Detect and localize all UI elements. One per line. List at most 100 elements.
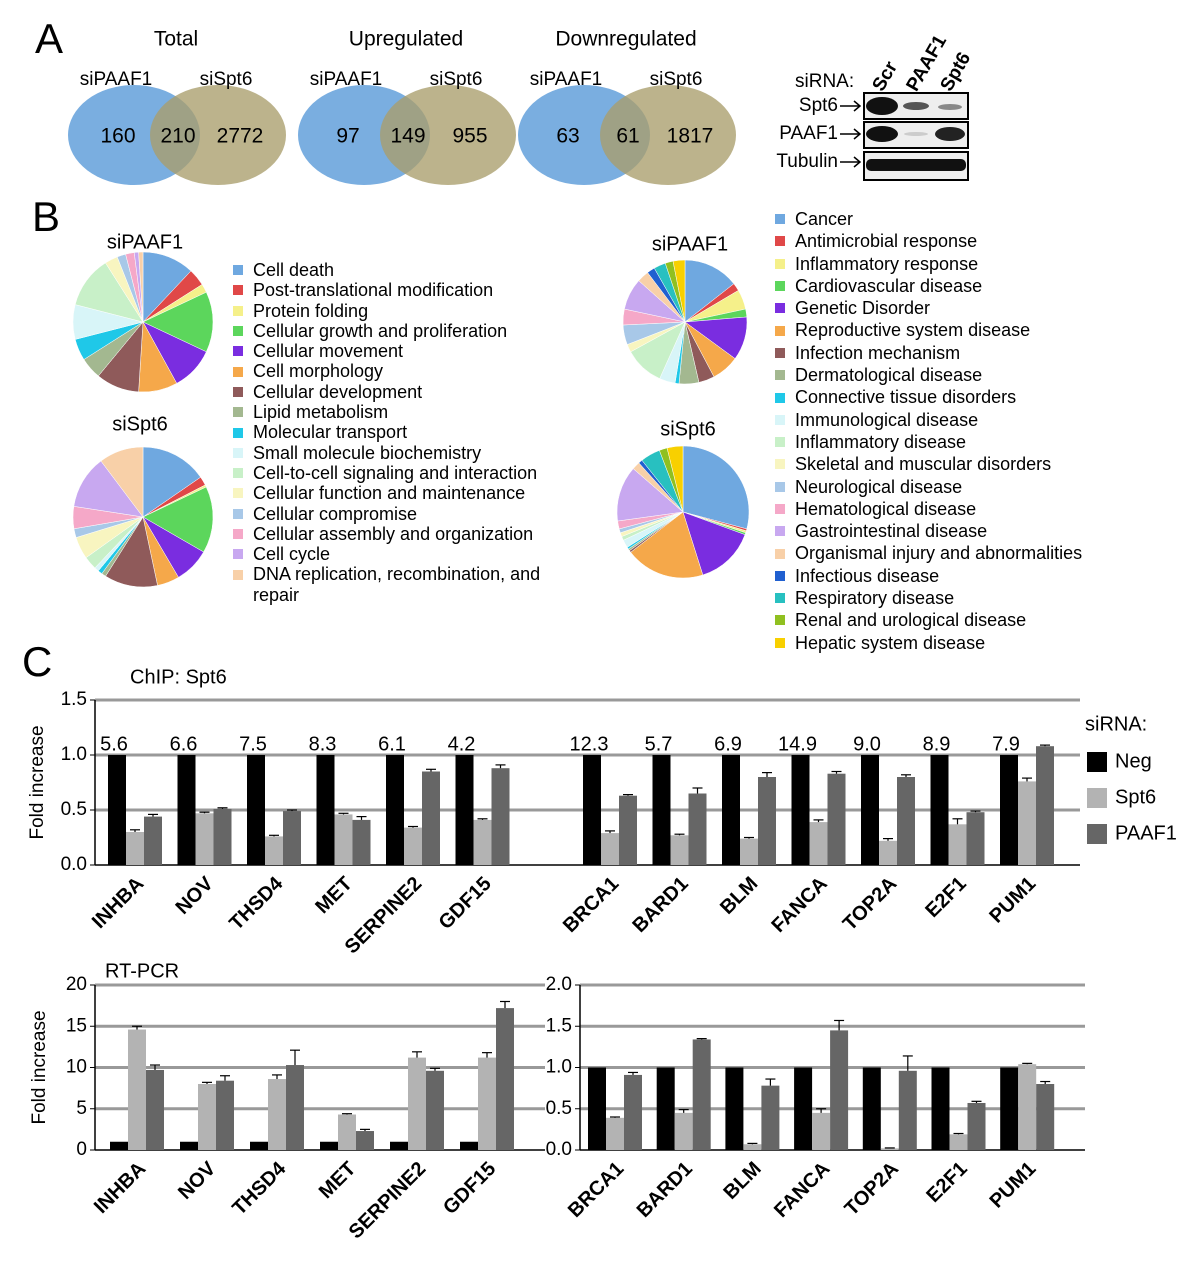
x-tick-label: MET (311, 873, 356, 918)
legend-item: Renal and urological disease (775, 609, 1195, 631)
legend-swatch (775, 437, 785, 448)
legend-label: Inflammatory response (795, 253, 979, 274)
legend-item: Cell-to-cell signaling and interaction (233, 463, 573, 483)
pie-slice (138, 251, 144, 323)
bar (491, 768, 510, 865)
annotation: 5.7 (645, 733, 673, 755)
error-bar (747, 1142, 758, 1145)
legend-swatch (775, 303, 785, 314)
bar (948, 824, 967, 865)
venn-count: 210 (160, 125, 195, 148)
bar (408, 1057, 426, 1150)
legend-item: Hepatic system disease (775, 632, 1195, 654)
bar (930, 755, 949, 865)
bar (213, 808, 232, 865)
error-bar (678, 1108, 689, 1113)
legend-item: Respiratory disease (775, 587, 1195, 609)
pie-title: siPAAF1 (652, 233, 728, 255)
annotation: 8.3 (309, 733, 337, 755)
error-bar (148, 813, 158, 817)
venn-set-label: siPAAF1 (530, 69, 603, 90)
venn-set-label: siSpt6 (430, 69, 483, 90)
annotation: 7.5 (239, 733, 267, 755)
legend-swatch (775, 281, 785, 292)
legend-label: Infection mechanism (795, 342, 961, 363)
blot-row-label: Tubulin (776, 151, 838, 172)
pie-slice (100, 446, 144, 518)
bar (809, 822, 828, 865)
error-bar (412, 1051, 422, 1058)
y-tick-label: 15 (66, 1015, 87, 1036)
bar (967, 1102, 986, 1150)
legend-label: Inflammatory disease (795, 431, 967, 452)
x-tick-label: BARD1 (633, 1158, 697, 1222)
legend-label: Cellular compromise (253, 503, 418, 524)
x-tick-label: E2F1 (921, 873, 970, 922)
pie-legend: Cell death Post-translational modificatio… (233, 260, 573, 605)
bar (1000, 1067, 1019, 1150)
legend-label: Small molecule biochemistry (253, 442, 482, 463)
legend-swatch (233, 468, 243, 479)
error-bar (342, 1113, 352, 1115)
legend-swatch (233, 569, 243, 580)
legend-label: Cellular assembly and organization (253, 523, 534, 544)
error-bar (970, 810, 981, 813)
legend-label: Cell-to-cell signaling and interaction (253, 462, 538, 483)
legend-label: Genetic Disorder (795, 298, 931, 319)
bar (794, 1067, 813, 1150)
blot-row-label: Spt6 (799, 95, 838, 116)
legend-swatch (775, 637, 785, 648)
blot-label: siRNA: (795, 71, 854, 92)
bar (761, 1085, 780, 1150)
y-tick-label: 20 (66, 974, 87, 995)
x-tick-label: BLM (716, 873, 762, 919)
bar (180, 1141, 198, 1150)
bar (722, 755, 740, 865)
legend-swatch (233, 427, 243, 438)
legend-item: Inflammatory response (775, 253, 1195, 275)
pie-slice (684, 259, 735, 323)
bar (862, 1067, 881, 1150)
bar (283, 811, 301, 865)
bar (195, 813, 214, 865)
venn-set-label: siPAAF1 (80, 69, 153, 90)
y-tick-label: 1.5 (546, 1015, 572, 1036)
error-bar (883, 837, 893, 841)
legend-title: siRNA: (1085, 713, 1147, 735)
legend-swatch (775, 236, 785, 247)
legend-item: Cellular growth and proliferation (233, 321, 573, 341)
legend-item: Small molecule biochemistry (233, 443, 573, 463)
legend-item: Cellular assembly and organization (233, 524, 573, 544)
bar (390, 1141, 408, 1150)
y-axis-label: Fold increase (27, 725, 48, 839)
pie-slice (682, 445, 750, 530)
x-tick-label: THSD4 (228, 1157, 291, 1220)
pie-title: siSpt6 (660, 418, 716, 440)
bar (624, 1074, 642, 1150)
y-tick-label: 0.0 (546, 1139, 572, 1160)
legend-item: Lipid metabolism (233, 402, 573, 422)
panel-label: B (32, 193, 60, 240)
x-tick-label: FANCA (768, 873, 832, 937)
pie-slice (142, 446, 201, 518)
legend-item: Cell morphology (233, 361, 573, 381)
error-bar (834, 1019, 845, 1031)
legend-item: Infectious disease (775, 565, 1195, 587)
legend-swatch (233, 285, 243, 296)
x-tick-label: NOV (172, 872, 219, 919)
error-bar (816, 1108, 827, 1113)
pie-title: siPAAF1 (107, 231, 183, 253)
error-bar (338, 812, 349, 815)
legend-label: Hematological disease (795, 498, 977, 519)
bar (198, 1084, 216, 1150)
legend-item: Cell cycle (233, 544, 573, 564)
legend-item: Genetic Disorder (775, 297, 1195, 319)
legend-item: Neurological disease (775, 476, 1195, 498)
error-bar (765, 1078, 776, 1086)
legend-swatch (775, 258, 785, 269)
bar (674, 1112, 693, 1150)
bar (426, 1070, 444, 1150)
legend-label: Spt6 (1115, 786, 1156, 808)
legend-label: Dermatological disease (795, 365, 983, 386)
